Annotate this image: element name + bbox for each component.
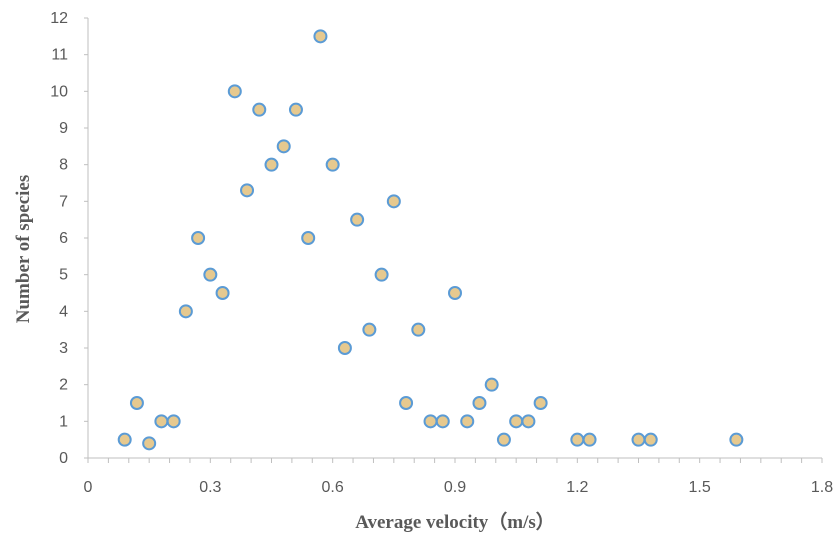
data-point (301, 231, 316, 245)
data-point (154, 414, 169, 429)
y-tick-label: 11 (51, 47, 68, 64)
data-point (142, 436, 157, 451)
x-axis: 0 0.3 0.6 0.9 1.2 1.5 1.8 (84, 457, 833, 496)
y-tick-label: 2 (59, 377, 68, 394)
y-tick-label: 9 (59, 120, 68, 137)
data-point (227, 84, 242, 99)
data-point (729, 432, 744, 447)
data-point (264, 157, 279, 172)
data-point (521, 414, 536, 429)
data-point (276, 139, 291, 154)
data-point (399, 396, 414, 410)
data-point (252, 102, 267, 117)
data-point (337, 341, 352, 355)
data-point (631, 432, 646, 447)
data-point (178, 304, 193, 319)
x-axis-title: Average velocity（m/s） (355, 510, 555, 533)
y-tick-label: 1 (59, 413, 68, 430)
data-point (423, 414, 438, 429)
data-point (411, 322, 426, 337)
x-tick-label: 0.9 (444, 479, 466, 496)
data-point (472, 396, 487, 410)
y-tick-label: 4 (59, 303, 68, 320)
data-point (533, 396, 548, 410)
data-point (325, 157, 340, 172)
x-tick-label: 1.8 (811, 479, 833, 496)
data-point (460, 414, 475, 429)
data-point (484, 377, 499, 392)
data-point (240, 183, 255, 198)
x-tick-label: 1.2 (566, 479, 588, 496)
x-tick-label: 1.5 (689, 479, 711, 496)
data-point (570, 432, 585, 447)
data-point (215, 286, 230, 300)
data-point (435, 414, 450, 429)
data-point (129, 396, 144, 410)
data-point (203, 267, 218, 282)
x-tick-label: 0.6 (322, 479, 344, 496)
data-point (362, 322, 377, 337)
y-tick-label: 10 (50, 83, 68, 100)
y-tick-label: 0 (59, 450, 68, 467)
data-point (350, 212, 365, 227)
data-point (643, 432, 658, 447)
y-tick-label: 7 (59, 193, 68, 210)
data-point (313, 29, 328, 44)
data-point (582, 432, 597, 447)
data-point (509, 414, 524, 429)
y-tick-label: 3 (59, 340, 68, 357)
data-point (448, 286, 462, 300)
y-tick-label: 8 (59, 157, 68, 174)
data-point (386, 194, 401, 209)
y-tick-label: 12 (50, 10, 68, 27)
data-point (496, 432, 511, 447)
x-tick-label: 0.3 (199, 479, 221, 496)
data-point (288, 102, 303, 117)
y-tick-label: 5 (59, 267, 68, 284)
data-point (374, 267, 389, 282)
data-points (117, 29, 744, 451)
y-tick-label: 6 (59, 230, 68, 247)
data-point (166, 414, 181, 429)
data-point (191, 231, 206, 245)
data-point (117, 432, 132, 447)
y-axis-title: Number of species (13, 175, 34, 323)
x-tick-label: 0 (84, 479, 93, 496)
